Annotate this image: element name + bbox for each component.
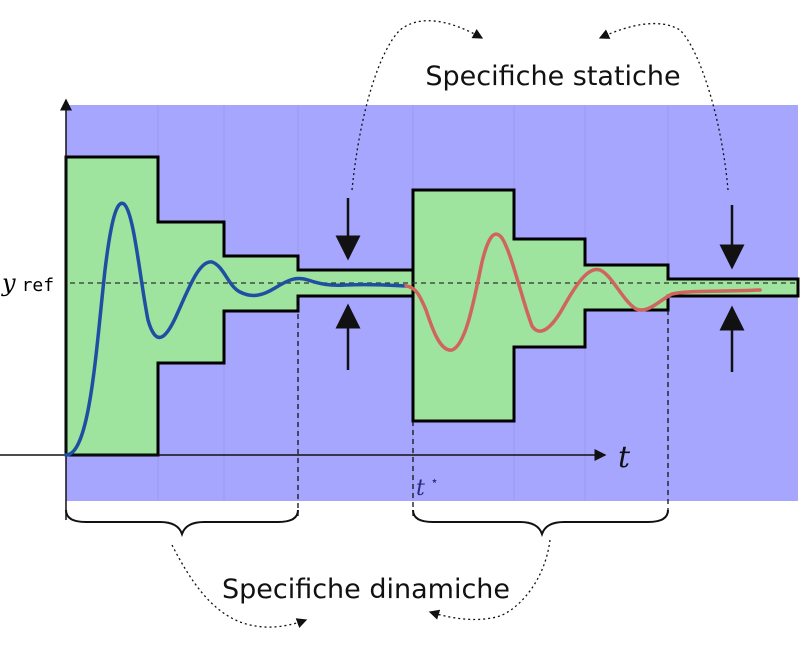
t-star-label: t ⋆: [416, 474, 438, 501]
yref-subscript: ref: [22, 275, 55, 296]
time-axis-label: t: [618, 440, 631, 475]
t-star-superscript: ⋆: [430, 474, 438, 489]
allowed-region-second: [411, 188, 800, 423]
response-curve-first: [64, 201, 408, 457]
dynamic-pointer-right: [428, 539, 551, 621]
brace-second: [412, 509, 669, 538]
static-specs-label: Specifiche statiche: [425, 61, 680, 92]
yref-label: y ref: [1, 269, 54, 297]
t-star-symbol: t: [416, 476, 425, 501]
yref-symbol: y: [1, 269, 16, 297]
dynamic-specs-label: Specifiche dinamiche: [222, 574, 510, 605]
dynamic-pointer-left: [171, 544, 308, 628]
response-curve-second: [404, 232, 762, 352]
brace-first: [65, 509, 299, 538]
